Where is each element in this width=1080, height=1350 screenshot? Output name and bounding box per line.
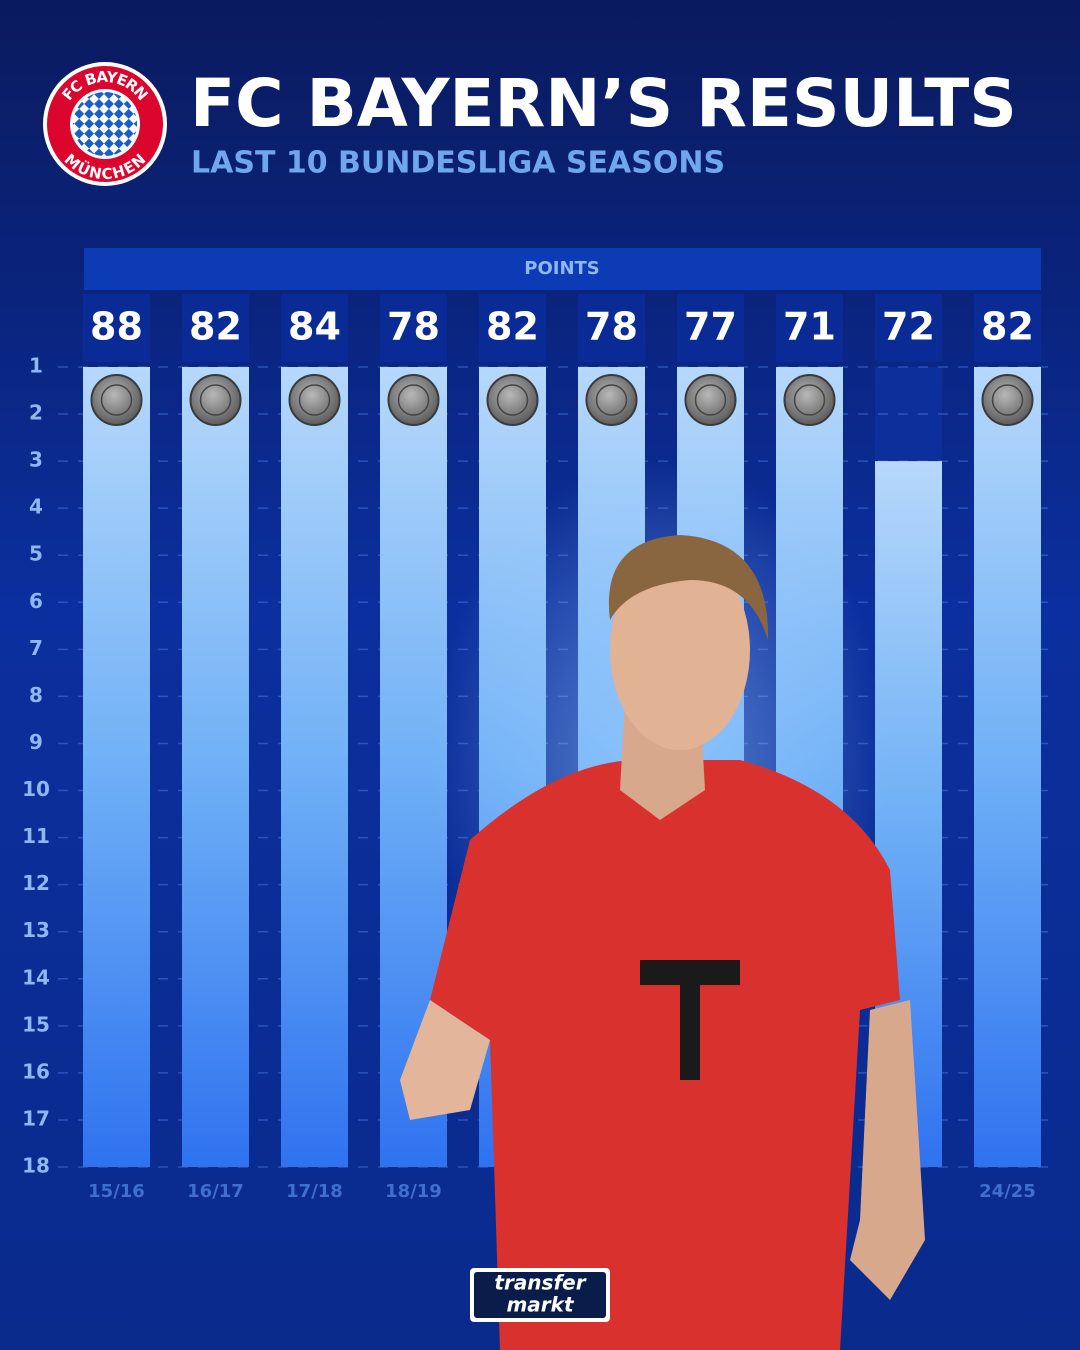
y-tick-label: 1 (29, 354, 43, 378)
y-tick-label: 2 (29, 401, 43, 425)
trophy-icon (486, 374, 539, 426)
trophy-icon (387, 374, 440, 426)
player: transfer markt (400, 460, 925, 1350)
trophy-icon (585, 374, 638, 426)
brand-text: transfer (494, 1271, 586, 1295)
y-tick-label: 13 (22, 918, 50, 942)
points-value: 78 (387, 305, 440, 349)
points-box (83, 294, 150, 362)
trophy-icon-inner (595, 384, 628, 416)
points-value: 82 (486, 305, 539, 349)
trophy-icon (189, 374, 242, 426)
trophy-icon-inner (298, 384, 331, 416)
points-value: 78 (585, 305, 638, 349)
points-box (380, 294, 447, 362)
trophy-icon-inner (100, 384, 133, 416)
bar (182, 367, 249, 1167)
y-tick-label: 6 (29, 589, 43, 613)
y-tick-label: 9 (29, 730, 43, 754)
points-box (875, 294, 942, 362)
points-box (281, 294, 348, 362)
points-value: 84 (288, 305, 341, 349)
points-box (677, 294, 744, 362)
points-value: 71 (783, 305, 836, 349)
y-tick-label: 12 (22, 871, 50, 895)
trophy-icon (981, 374, 1034, 426)
y-tick-label: 3 (29, 448, 43, 472)
points-box (974, 294, 1041, 362)
y-tick-label: 7 (29, 636, 43, 660)
points-value: 72 (882, 305, 935, 349)
x-tick-label: 18/19 (385, 1181, 442, 1202)
trophy-icon-inner (199, 384, 232, 416)
points-value: 88 (90, 305, 143, 349)
y-tick-label: 15 (22, 1012, 50, 1036)
x-tick-label: 17/18 (286, 1181, 343, 1202)
y-tick-label: 8 (29, 683, 43, 707)
points-label: POINTS (524, 258, 600, 279)
x-tick-label: 15/16 (88, 1181, 145, 1202)
y-tick-label: 18 (22, 1154, 50, 1178)
y-tick-label: 17 (22, 1106, 50, 1130)
y-tick-label: 14 (22, 965, 50, 989)
points-box (578, 294, 645, 362)
y-tick-label: 16 (22, 1059, 50, 1083)
trophy-icon-inner (694, 384, 727, 416)
trophy-icon (288, 374, 341, 426)
y-tick-label: 4 (29, 495, 43, 519)
y-tick-label: 5 (29, 542, 43, 566)
club-logo: FC BAYERN MÜNCHEN (43, 62, 167, 186)
trophy-icon (783, 374, 836, 426)
trophy-icon (684, 374, 737, 426)
points-value: 82 (981, 305, 1034, 349)
chart-title: FC BAYERN’S RESULTS (190, 65, 1017, 142)
points-box (776, 294, 843, 362)
points-box (182, 294, 249, 362)
points-header (84, 248, 1041, 290)
y-tick-label: 10 (22, 777, 50, 801)
trophy-icon-inner (397, 384, 430, 416)
bar (83, 367, 150, 1167)
trophy-icon-inner (793, 384, 826, 416)
trophy-icon-inner (991, 384, 1024, 416)
x-tick-label: 24/25 (979, 1181, 1036, 1202)
trophy-icon (90, 374, 143, 426)
points-value: 77 (684, 305, 737, 349)
brand-text: markt (506, 1293, 575, 1317)
y-tick-label: 11 (22, 824, 50, 848)
chart-subtitle: LAST 10 BUNDESLIGA SEASONS (191, 146, 725, 181)
points-box (479, 294, 546, 362)
bar (974, 367, 1041, 1167)
points-value: 82 (189, 305, 242, 349)
bar (281, 367, 348, 1167)
trophy-icon-inner (496, 384, 529, 416)
x-tick-label: 16/17 (187, 1181, 244, 1202)
